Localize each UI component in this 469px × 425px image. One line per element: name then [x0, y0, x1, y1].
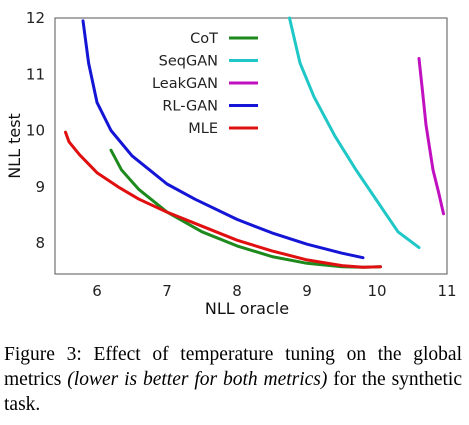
x-tick-label: 8: [232, 282, 242, 300]
legend-label: MLE: [188, 121, 218, 137]
legend: CoT SeqGAN LeakGAN RL-GAN MLE: [152, 31, 258, 137]
y-tick-label: 9: [35, 178, 45, 196]
plot-area: [54, 17, 448, 275]
y-tick-label: 12: [26, 9, 45, 27]
x-tick-label: 7: [162, 282, 172, 300]
caption-text-end: for the synthetic task.: [4, 369, 462, 415]
caption-text: Effect of temperature tuning on the glob…: [4, 344, 462, 390]
y-axis-label: NLL test: [5, 113, 24, 179]
legend-label: LeakGAN: [152, 76, 218, 92]
x-tick-label: 11: [437, 282, 456, 300]
legend-label: SeqGAN: [159, 54, 218, 70]
y-tick-label: 10: [26, 122, 45, 140]
x-axis-label: NLL oracle: [205, 299, 289, 318]
series-line-leakgan: [417, 57, 445, 216]
y-tick-label: 8: [35, 234, 45, 252]
chart: 6 7 8 9 10 11 8 9 10 11 12 NLL oracle NLL test Co…: [5, 9, 457, 318]
series-line-seqgan: [288, 16, 421, 250]
x-tick-label: 9: [302, 282, 312, 300]
series-line-mle: [64, 130, 382, 269]
caption-italic: (lower is better for both metrics): [67, 369, 328, 390]
series-line-rl-gan: [81, 19, 365, 260]
figure-caption: Figure 3: Effect of temperature tuning o…: [4, 342, 462, 417]
y-axis-ticks: 8 9 10 11 12: [26, 9, 45, 252]
x-tick-label: 6: [92, 282, 102, 300]
legend-label: CoT: [190, 31, 218, 47]
y-tick-label: 11: [26, 65, 45, 83]
series-group: [64, 16, 445, 269]
caption-label: Figure 3:: [4, 344, 82, 365]
legend-label: RL-GAN: [162, 99, 218, 115]
x-tick-label: 10: [367, 282, 386, 300]
x-axis-ticks: 6 7 8 9 10 11: [92, 282, 456, 300]
